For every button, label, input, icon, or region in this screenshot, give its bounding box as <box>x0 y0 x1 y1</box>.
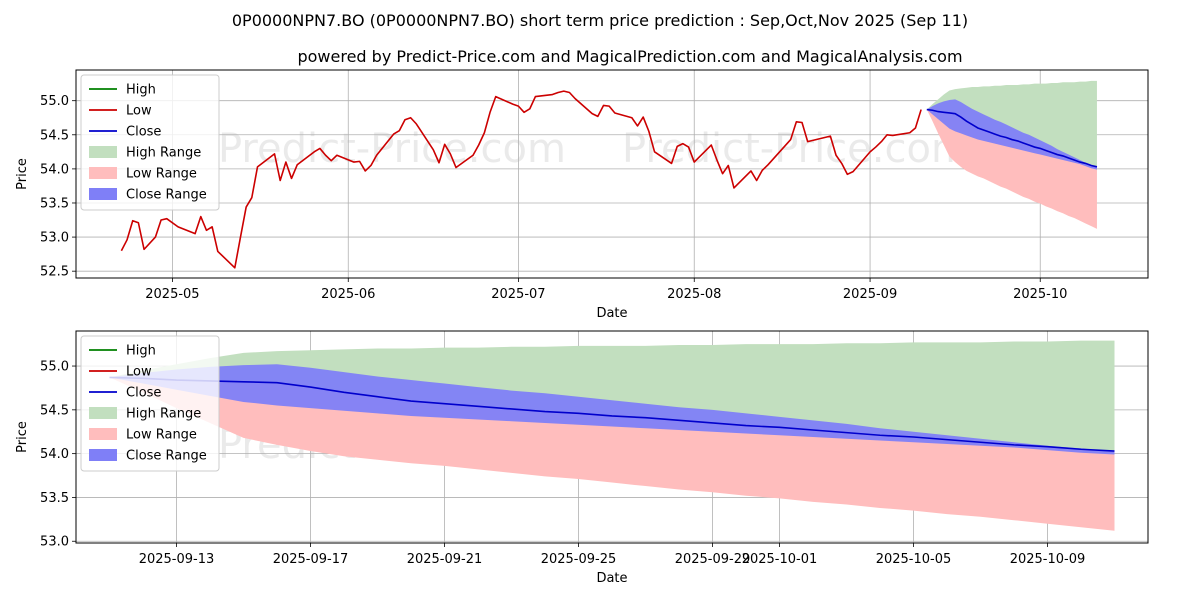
legend-label-close-range: Close Range <box>126 188 207 203</box>
legend: High Low Close High Range Low Range Close Ran… <box>80 74 220 211</box>
legend-swatch-high-range <box>89 407 117 419</box>
y-tick-label: 53.0 <box>40 535 69 550</box>
x-tick-label: 2025-10-01 <box>742 552 818 567</box>
x-tick-label: 2025-05 <box>145 287 199 302</box>
low-range-band <box>109 377 1115 531</box>
y-axis-label: Price <box>15 421 30 453</box>
chart-title: 0P0000NPN7.BO (0P0000NPN7.BO) short term… <box>232 11 968 30</box>
x-tick-label: 2025-09-29 <box>675 552 751 567</box>
x-axis-label: Date <box>596 571 627 586</box>
legend-label-high: High <box>126 83 156 98</box>
y-tick-label: 53.5 <box>40 491 69 506</box>
x-tick-label: 2025-10-05 <box>876 552 952 567</box>
y-tick-label: 54.5 <box>40 403 69 418</box>
legend-swatch-low-range <box>89 428 117 440</box>
chart-subtitle: powered by Predict-Price.com and Magical… <box>297 47 962 66</box>
low-range-band <box>926 109 1097 229</box>
legend: High Low Close High Range Low Range Close Ran… <box>80 335 220 472</box>
legend-label-high-range: High Range <box>126 407 201 422</box>
x-tick-label: 2025-09-21 <box>407 552 483 567</box>
close-range-band <box>926 99 1097 170</box>
x-tick-label: 2025-09-13 <box>139 552 215 567</box>
x-tick-label: 2025-08 <box>667 287 721 302</box>
high-range-band <box>109 340 1115 452</box>
low-price-line <box>120 90 922 269</box>
panel-bottom: Predict-Price.comPredict-Price.com2025-0… <box>15 330 1149 586</box>
y-tick-label: 54.0 <box>40 447 69 462</box>
watermark-text: Predict-Price.com <box>622 126 970 172</box>
watermark-text: Predict-Price.com <box>218 126 566 172</box>
close-range-band <box>109 364 1115 455</box>
x-tick-label: 2025-06 <box>321 287 375 302</box>
legend-label-close-range: Close Range <box>126 449 207 464</box>
y-tick-label: 55.0 <box>40 360 69 375</box>
axes-frame <box>75 69 1149 279</box>
legend-label-close: Close <box>126 125 161 140</box>
y-tick-label: 53.5 <box>40 196 69 211</box>
y-tick-label: 52.5 <box>40 265 69 280</box>
legend-swatch-close-range <box>89 449 117 461</box>
x-tick-label: 2025-10-09 <box>1010 552 1086 567</box>
plot-area <box>120 80 1098 269</box>
plot-area <box>109 340 1115 531</box>
legend-swatch-low-range <box>89 167 117 179</box>
legend-swatch-high-range <box>89 146 117 158</box>
legend-label-low: Low <box>126 104 152 119</box>
close-forecast-line <box>926 108 1098 168</box>
axes-frame <box>75 330 1149 544</box>
x-tick-label: 2025-09 <box>843 287 897 302</box>
y-axis-label: Price <box>15 158 30 190</box>
x-tick-label: 2025-10 <box>1013 287 1067 302</box>
legend-label-low-range: Low Range <box>126 167 197 182</box>
y-tick-label: 53.0 <box>40 231 69 246</box>
x-tick-label: 2025-07 <box>491 287 545 302</box>
legend-label-high-range: High Range <box>126 146 201 161</box>
panel-top: Predict-Price.com Predict-Price.comPredic… <box>15 69 1149 321</box>
x-tick-label: 2025-09-25 <box>541 552 617 567</box>
legend-swatch-close-range <box>89 188 117 200</box>
y-tick-label: 55.0 <box>40 94 69 109</box>
high-range-band <box>926 80 1097 167</box>
x-axis-label: Date <box>596 306 627 321</box>
legend-label-high: High <box>126 344 156 359</box>
y-tick-label: 54.0 <box>40 162 69 177</box>
legend-label-low-range: Low Range <box>126 428 197 443</box>
legend-label-close: Close <box>126 386 161 401</box>
x-tick-label: 2025-09-17 <box>273 552 349 567</box>
y-tick-label: 54.5 <box>40 128 69 143</box>
close-forecast-line <box>109 376 1115 452</box>
legend-label-low: Low <box>126 365 152 380</box>
